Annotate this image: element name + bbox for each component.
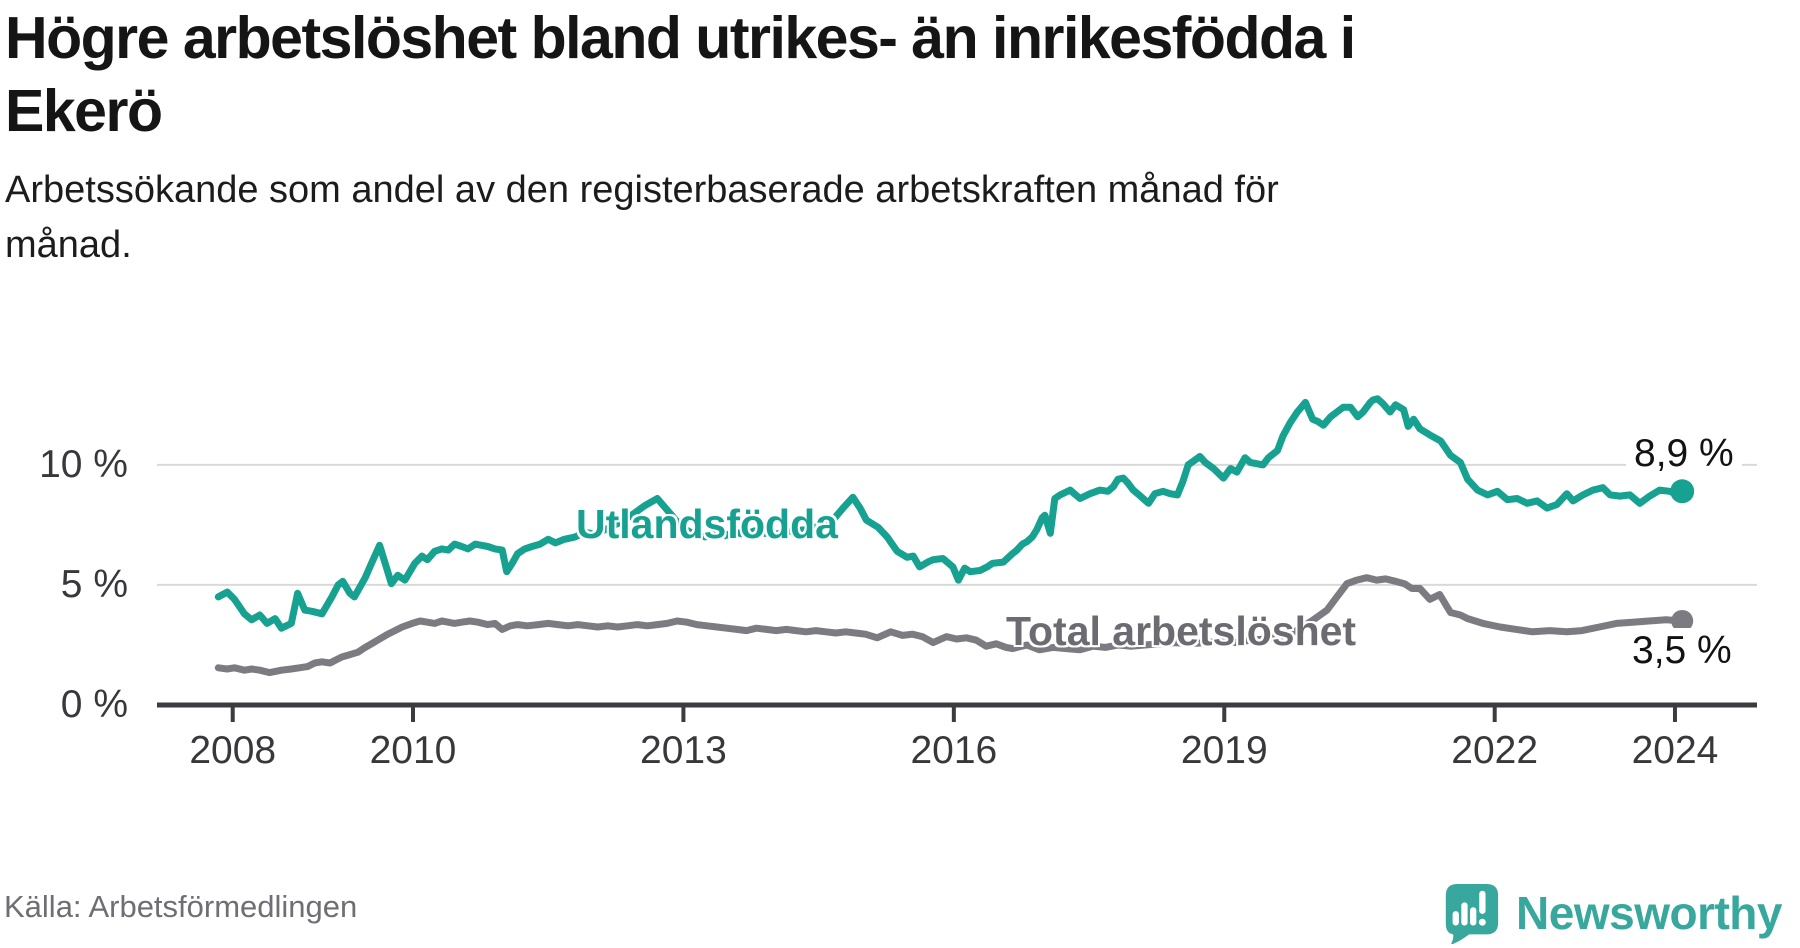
chart-title: Högre arbetslöshet bland utrikes- än inr… <box>5 2 1356 147</box>
series-line-utlandsfodda <box>214 395 1686 632</box>
chart-title-line2: Ekerö <box>5 77 163 144</box>
exclamation-bar <box>1479 890 1486 914</box>
x-tick-label-2016: 2016 <box>910 729 998 772</box>
x-tick-label-2008: 2008 <box>189 729 277 772</box>
exclamation-dot <box>1478 918 1486 926</box>
end-value-label-utlandsfodda: 8,9 % <box>1626 431 1742 477</box>
y-tick-label-10: 10 % <box>39 442 128 486</box>
series-end-dot-total <box>1671 609 1694 632</box>
series-label-total-arbetsloshet: Total arbetslöshet <box>1006 608 1357 654</box>
series-label-utlandsfodda: Utlandsfödda <box>576 501 838 547</box>
x-tick-label-2024: 2024 <box>1631 729 1719 772</box>
end-value-label-total: 3,5 % <box>1624 628 1740 674</box>
chart-subtitle-line2: månad. <box>5 224 132 267</box>
bar-chart-glyph <box>1452 890 1486 926</box>
newsworthy-wordmark: Newsworthy <box>1516 887 1782 939</box>
series-end-dot-utlandsfodda <box>1670 479 1695 504</box>
series-line-total <box>214 574 1686 677</box>
x-tick-label-2013: 2013 <box>640 729 727 772</box>
y-tick-label-0: 0 % <box>60 683 128 726</box>
y-tick-label-5: 5 % <box>60 562 128 606</box>
x-tick-label-2010: 2010 <box>369 729 457 772</box>
chart-subtitle: Arbetssökande som andel av den registerb… <box>5 163 1279 273</box>
source-attribution: Källa: Arbetsförmedlingen <box>4 889 358 924</box>
newsworthy-bubble-icon <box>1445 883 1499 944</box>
chart-subtitle-line1: Arbetssökande som andel av den registerb… <box>5 169 1279 211</box>
x-tick-label-2019: 2019 <box>1180 729 1268 772</box>
newsworthy-logo: Newsworthy <box>1440 882 1782 944</box>
chart-title-line1: Högre arbetslöshet bland utrikes- än inr… <box>5 5 1356 71</box>
x-tick-label-2022: 2022 <box>1451 729 1539 772</box>
